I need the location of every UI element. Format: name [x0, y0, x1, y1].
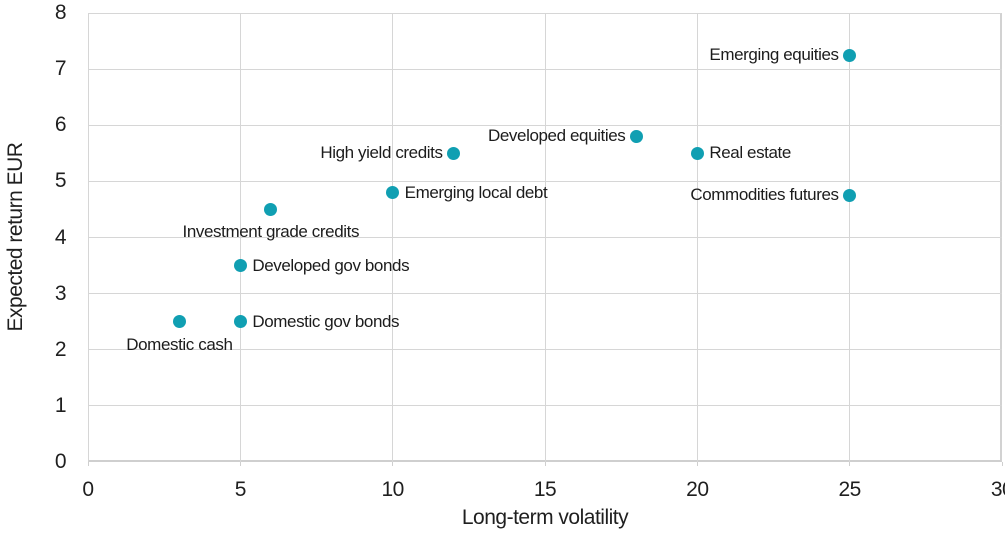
point-label-real-estate: Real estate	[709, 143, 791, 163]
y-tick-label-3: 3	[54, 281, 67, 305]
point-label-emerging-equities: Emerging equities	[709, 45, 839, 65]
gridline-x-15	[544, 13, 546, 462]
y-tick-label-6: 6	[54, 113, 67, 137]
point-investment-grade-credits	[264, 202, 278, 216]
x-tick-mark-25	[849, 462, 851, 466]
y-tick-label-1: 1	[54, 393, 67, 417]
gridline-x-5	[239, 13, 241, 462]
gridline-x-20	[696, 13, 698, 462]
y-tick-label-8: 8	[54, 1, 67, 24]
point-label-developed-gov-bonds: Developed gov bonds	[252, 255, 410, 275]
point-high-yield-credits	[447, 146, 461, 160]
point-emerging-local-debt	[386, 186, 400, 200]
x-tick-mark-30	[1001, 462, 1003, 466]
point-label-domestic-cash: Domestic cash	[126, 334, 233, 354]
point-label-investment-grade-credits: Investment grade credits	[182, 222, 360, 242]
point-emerging-equities	[843, 48, 857, 62]
y-tick-label-2: 2	[54, 337, 67, 361]
point-label-developed-equities: Developed equities	[487, 126, 626, 146]
y-tick-label-0: 0	[54, 450, 67, 473]
x-tick-label-30: 30	[990, 478, 1005, 501]
point-domestic-cash	[172, 315, 186, 329]
x-tick-label-10: 10	[381, 478, 404, 501]
gridline-x-25	[849, 13, 851, 462]
point-real-estate	[690, 146, 704, 160]
x-tick-label-25: 25	[838, 478, 861, 501]
point-domestic-gov-bonds	[233, 315, 247, 329]
point-commodities-futures	[843, 188, 857, 202]
x-tick-mark-5	[239, 462, 241, 466]
x-tick-mark-10	[392, 462, 394, 466]
x-tick-label-5: 5	[234, 478, 247, 501]
y-tick-label-7: 7	[54, 57, 67, 81]
point-label-emerging-local-debt: Emerging local debt	[404, 182, 548, 202]
point-label-domestic-gov-bonds: Domestic gov bonds	[252, 311, 400, 331]
point-label-high-yield-credits: High yield credits	[320, 143, 443, 163]
x-tick-label-20: 20	[686, 478, 709, 501]
point-developed-equities	[629, 129, 643, 143]
x-tick-label-0: 0	[82, 478, 94, 501]
x-tick-mark-15	[544, 462, 546, 466]
x-axis-title: Long-term volatility	[461, 506, 629, 529]
gridline-x-10	[392, 13, 394, 462]
y-tick-label-4: 4	[54, 225, 67, 249]
x-tick-label-15: 15	[533, 478, 557, 501]
x-tick-mark-20	[696, 462, 698, 466]
point-developed-gov-bonds	[233, 259, 247, 273]
point-label-commodities-futures: Commodities futures	[690, 185, 839, 205]
y-tick-label-5: 5	[54, 169, 67, 193]
x-tick-mark-0	[87, 462, 89, 466]
